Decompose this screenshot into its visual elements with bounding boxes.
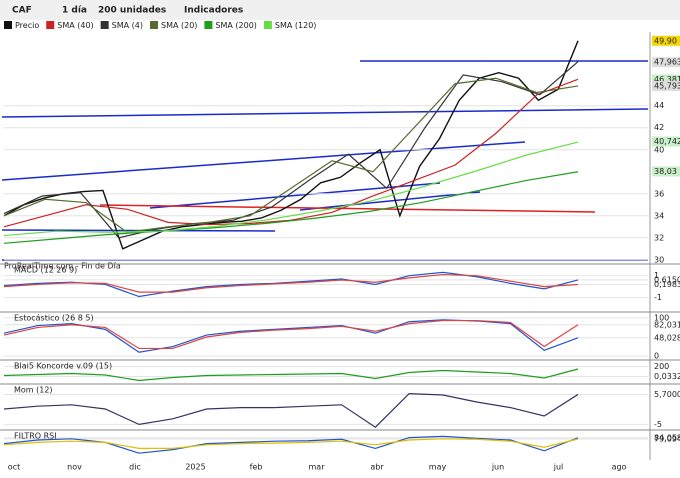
panel-title: MACD (12 26 9) [14,266,77,275]
price-tag [652,166,680,177]
y-tick-label: 44 [654,101,664,110]
x-tick-label: abr [370,463,384,472]
price-tag [652,74,680,85]
units[interactable]: 200 unidades [98,6,166,16]
price-tag [652,35,680,46]
legend-swatch [4,21,12,29]
x-tick-label: oct [8,463,20,472]
y-tick-label: 40 [654,145,664,154]
y-tick-label: 42 [654,123,664,132]
y-tick-label: 79,094 [654,435,680,444]
x-tick-label: 2025 [185,463,205,472]
y-tick-label: -5 [654,420,662,429]
y-tick-label: 0 [654,352,659,361]
y-tick-label: 34 [654,211,664,220]
price-tag-label: 40,742 [654,137,680,146]
y-tick-label: 0,1983 [654,280,680,289]
legend-label: SMA (200) [215,21,257,30]
x-tick-label: jul [553,463,564,472]
trend-line [299,191,481,211]
y-tick-label: 0,6150 [654,275,680,284]
y-tick-label: 0,0332 [654,372,680,381]
series-line [3,319,579,350]
panel-title: FILTRO RSI [14,432,57,441]
y-tick-label: 1 [654,271,659,280]
legend-swatch [263,21,272,29]
y-tick-label: 100 [654,313,669,322]
y-tick-label: -1 [654,293,662,302]
series-line [3,392,579,428]
panel-title: Estocástico (26 8 5) [14,314,94,323]
price-tag-label: 49,90 [654,36,677,45]
x-tick-label: may [429,463,447,472]
trend-line [99,204,596,213]
legend-swatch [46,21,55,29]
series-line [3,271,579,298]
series-line [3,273,579,293]
legend-label: SMA (4) [112,21,143,30]
trend-line [1,141,526,181]
series-line [3,141,579,237]
legend-swatch [149,21,158,29]
x-tick-label: ago [612,463,627,472]
price-tag [652,81,680,92]
legend-label: Precio [15,21,39,30]
series-line [3,61,579,239]
series-line [3,77,579,233]
y-tick-label: 82,031 [654,320,680,329]
series-line [3,438,579,449]
legend-swatch [204,21,213,29]
y-tick-label: 200 [654,362,669,371]
period[interactable]: 1 día [62,6,87,16]
toolbar [0,0,680,20]
symbol[interactable]: CAF [12,6,32,16]
y-tick-label: 32 [654,233,664,242]
price-tag-label: 46,381 [654,75,680,84]
y-tick-label: 5,7000 [654,390,680,399]
legend-label: SMA (120) [275,21,317,30]
panel-title: Blai5 Koncorde v.09 (15) [14,362,112,371]
y-tick-label: 84,058 [654,433,680,442]
x-tick-label: mar [309,463,326,472]
price-tag-label: 38,03 [654,167,677,176]
series-line [3,368,579,382]
price-tag-label: 47,963 [654,58,680,67]
trend-line [1,108,649,118]
indicators[interactable]: Indicadores [184,6,243,16]
series-line [3,40,579,250]
price-tag [652,136,680,147]
legend-label: SMA (20) [161,21,197,30]
price-tag-label: 45,793 [654,82,680,91]
y-tick-label: 36 [654,189,664,198]
x-tick-label: dic [129,463,141,472]
panel-title: Mom (12) [14,386,53,395]
y-tick-label: 48,028 [654,333,680,342]
series-line [3,171,579,244]
x-tick-label: nov [67,463,82,472]
x-tick-label: feb [250,463,263,472]
x-tick-label: jun [491,463,504,472]
price-tag [652,57,680,68]
source-label: ProRealTime.com - Fin de Día [4,262,121,271]
legend-swatch [100,21,109,29]
y-tick-label: 30 [654,255,664,264]
legend-label: SMA (40) [57,21,93,30]
